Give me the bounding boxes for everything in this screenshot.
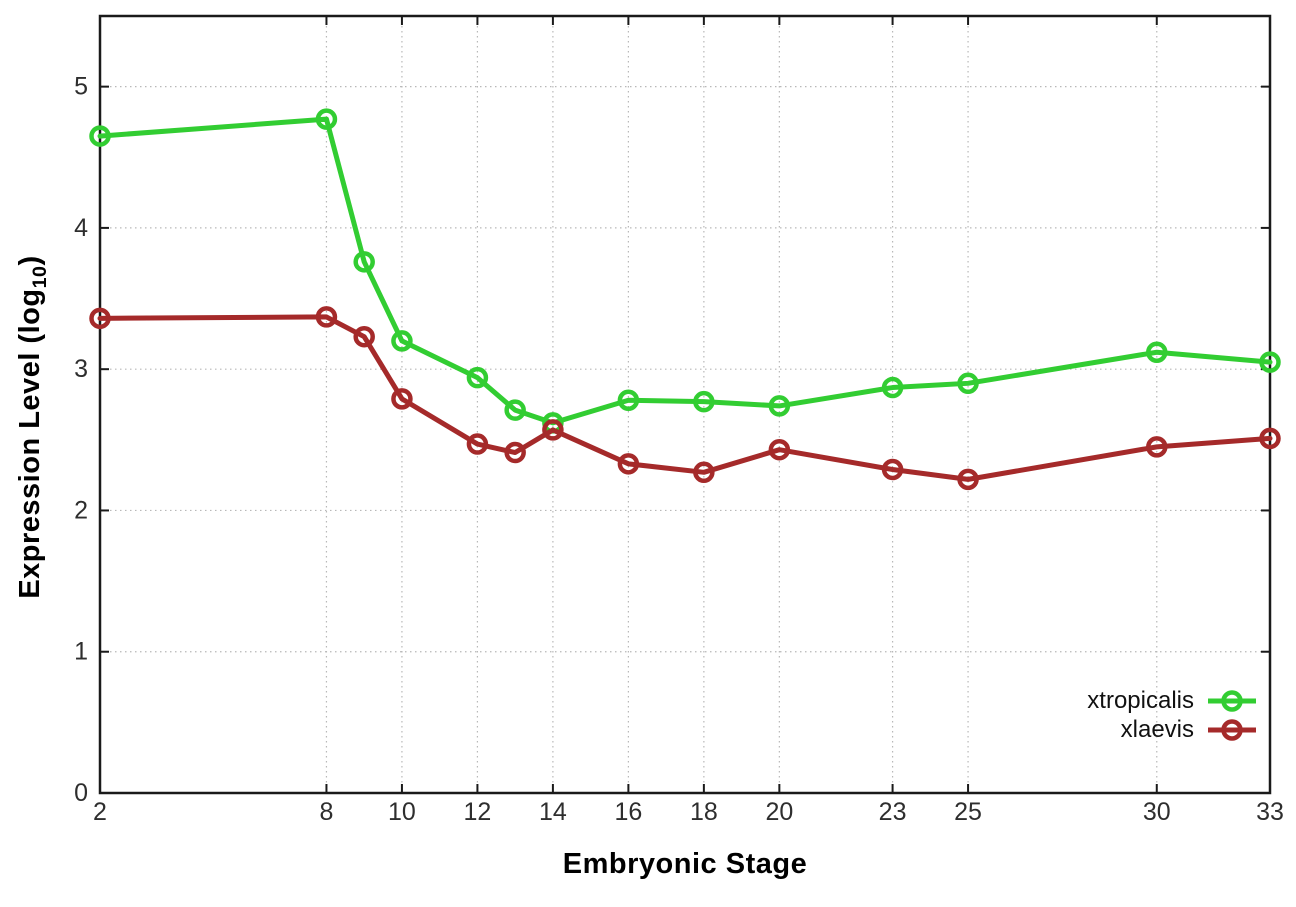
legend-marker-xtropicalis-icon xyxy=(1208,689,1256,712)
x-tick-label: 12 xyxy=(464,798,492,826)
legend: xtropicalis xlaevis xyxy=(1087,686,1258,744)
data-point-xlaevis xyxy=(466,433,489,455)
y-axis-title-suffix: ) xyxy=(14,255,47,266)
data-point-xlaevis xyxy=(504,441,526,464)
x-tick-label: 33 xyxy=(1256,798,1284,826)
x-axis-title: Embryonic Stage xyxy=(562,848,808,880)
data-point-xtropicalis xyxy=(617,389,640,412)
legend-marker-xlaevis-icon xyxy=(1208,718,1256,741)
x-tick-label: 16 xyxy=(614,798,642,826)
legend-item-xlaevis: xlaevis xyxy=(1121,715,1258,744)
data-point-xlaevis xyxy=(693,461,715,484)
data-point-xlaevis xyxy=(391,388,413,410)
y-tick-label: 4 xyxy=(74,214,88,242)
y-axis-title: Expression Level (log10) xyxy=(14,255,52,598)
x-tick-label: 10 xyxy=(388,798,416,826)
data-point-xlaevis xyxy=(768,438,791,461)
x-tick-label: 20 xyxy=(765,798,793,826)
data-point-xlaevis xyxy=(315,306,338,328)
data-point-xtropicalis xyxy=(768,395,791,417)
data-point-xtropicalis xyxy=(353,251,375,273)
data-point-xtropicalis xyxy=(693,390,715,413)
y-tick-label: 1 xyxy=(74,638,88,666)
data-point-xtropicalis xyxy=(881,376,904,399)
data-point-xlaevis xyxy=(89,307,111,330)
x-tick-label: 14 xyxy=(539,798,567,826)
data-point-xlaevis xyxy=(957,468,979,491)
series-line-xlaevis xyxy=(97,314,1273,482)
y-tick-label: 2 xyxy=(74,496,88,524)
data-point-xlaevis xyxy=(1146,436,1168,458)
data-point-xtropicalis xyxy=(957,372,979,395)
data-point-xtropicalis xyxy=(504,399,526,421)
data-point-xtropicalis xyxy=(466,366,489,389)
x-tick-label: 8 xyxy=(319,798,333,826)
legend-label-xtropicalis: xtropicalis xyxy=(1087,686,1194,714)
data-point-xlaevis xyxy=(881,458,904,481)
data-point-xtropicalis xyxy=(391,330,413,352)
data-point-xlaevis xyxy=(1259,427,1281,450)
data-point-xlaevis xyxy=(617,453,640,475)
data-point-xtropicalis xyxy=(1259,351,1281,373)
y-axis-title-text: Expression Level (log xyxy=(14,288,47,599)
data-point-xtropicalis xyxy=(89,125,111,147)
legend-item-xtropicalis: xtropicalis xyxy=(1087,686,1258,715)
plot-border xyxy=(98,14,1272,795)
data-point-xtropicalis xyxy=(1146,341,1168,363)
y-axis-title-subscript: 10 xyxy=(28,265,51,289)
y-tick-label: 3 xyxy=(74,355,88,383)
x-tick-label: 23 xyxy=(879,798,907,826)
data-point-xlaevis xyxy=(542,419,564,441)
x-tick-label: 25 xyxy=(954,798,982,826)
x-tick-label: 18 xyxy=(690,798,718,826)
data-point-xlaevis xyxy=(353,325,375,348)
y-tick-label: 0 xyxy=(74,779,88,807)
legend-label-xlaevis: xlaevis xyxy=(1120,715,1194,743)
y-tick-label: 5 xyxy=(74,73,88,101)
x-tick-label: 30 xyxy=(1143,798,1171,826)
series-line-xtropicalis xyxy=(97,116,1273,426)
x-tick-label: 2 xyxy=(93,798,107,826)
data-point-xtropicalis xyxy=(315,108,338,130)
